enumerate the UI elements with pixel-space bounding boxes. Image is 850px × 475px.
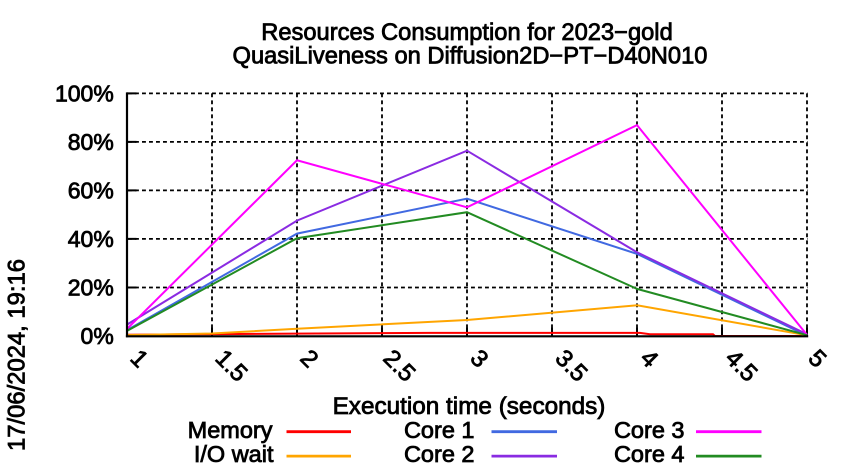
svg-text:80%: 80% [68, 129, 114, 155]
svg-text:Memory: Memory [188, 417, 273, 443]
svg-text:40%: 40% [68, 226, 114, 252]
svg-text:2.5: 2.5 [378, 345, 421, 388]
svg-text:Execution time (seconds): Execution time (seconds) [333, 393, 606, 420]
svg-text:20%: 20% [68, 274, 114, 300]
svg-text:2: 2 [295, 345, 324, 374]
svg-text:Core 3: Core 3 [614, 417, 685, 443]
svg-text:Core 4: Core 4 [614, 441, 685, 467]
svg-text:I/O wait: I/O wait [194, 441, 274, 467]
svg-text:4: 4 [635, 345, 664, 374]
svg-text:60%: 60% [68, 177, 114, 203]
svg-text:QuasiLiveness on Diffusion2D−P: QuasiLiveness on Diffusion2D−PT−D40N010 [233, 43, 708, 69]
svg-text:0%: 0% [81, 323, 114, 349]
svg-text:Core 2: Core 2 [404, 441, 475, 467]
svg-text:Resources Consumption for 2023: Resources Consumption for 2023−gold [261, 20, 673, 46]
svg-text:3.5: 3.5 [550, 345, 593, 388]
svg-text:3: 3 [465, 345, 494, 374]
svg-text:5: 5 [803, 345, 832, 374]
svg-text:17/06/2024, 19:16: 17/06/2024, 19:16 [4, 259, 31, 451]
svg-text:1.5: 1.5 [210, 345, 253, 388]
svg-text:100%: 100% [55, 80, 114, 106]
svg-text:4.5: 4.5 [720, 345, 763, 388]
svg-text:1: 1 [125, 345, 154, 374]
svg-text:Core 1: Core 1 [404, 417, 475, 443]
